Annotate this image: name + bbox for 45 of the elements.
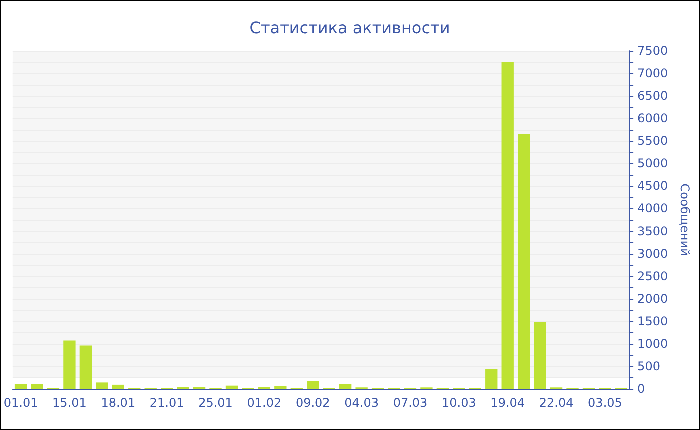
x-tick-label: 04.03 [344, 396, 379, 410]
y-tick-label: 6000 [638, 112, 668, 126]
x-tick-label: 25.01 [198, 396, 233, 410]
y-tick-label: 7500 [638, 44, 668, 58]
x-tick-label: 03.05 [588, 396, 622, 410]
y-axis-title: Сообщений [678, 184, 692, 256]
y-tick-label: 5000 [638, 156, 668, 171]
y-tick-label: 5500 [638, 134, 668, 148]
y-tick-label: 2500 [638, 269, 668, 284]
x-tick-label: 22.04 [539, 396, 574, 410]
bar [226, 386, 238, 389]
x-tick-label: 18.01 [101, 396, 136, 410]
y-tick-label: 3500 [638, 224, 668, 238]
x-tick-label: 21.01 [150, 396, 184, 410]
bar [112, 384, 124, 389]
bar [14, 384, 28, 389]
x-tick-label: 09.02 [296, 396, 330, 410]
bar [80, 346, 92, 389]
chart-title: Статистика активности [250, 18, 450, 38]
x-tick-label: 01.02 [247, 396, 282, 410]
y-tick-label: 2000 [638, 292, 668, 306]
y-tick-label: 0 [638, 382, 646, 396]
y-tick-label: 3000 [638, 246, 668, 261]
y-tick-label: 6500 [638, 89, 668, 104]
x-tick-label: 07.03 [393, 396, 428, 410]
x-tick-label: 19.04 [490, 396, 526, 410]
x-tick-label: 01.01 [4, 396, 38, 410]
y-tick-label: 500 [638, 359, 660, 374]
y-tick-label: 4500 [638, 179, 668, 194]
bar [31, 384, 44, 389]
y-tick-label: 4000 [638, 202, 668, 216]
y-tick-label: 1500 [638, 314, 668, 328]
bar [534, 322, 546, 389]
x-tick-label: 15.01 [52, 396, 87, 410]
y-tick-label: 7000 [638, 66, 668, 81]
y-tick-label: 1000 [638, 336, 668, 351]
bar [486, 369, 498, 389]
bar [502, 62, 514, 389]
bar [518, 134, 530, 389]
bar [64, 340, 76, 389]
bar [339, 384, 352, 389]
bar [96, 382, 108, 389]
bar [307, 381, 320, 389]
bar [274, 386, 287, 389]
x-tick-label: 10.03 [442, 396, 476, 410]
